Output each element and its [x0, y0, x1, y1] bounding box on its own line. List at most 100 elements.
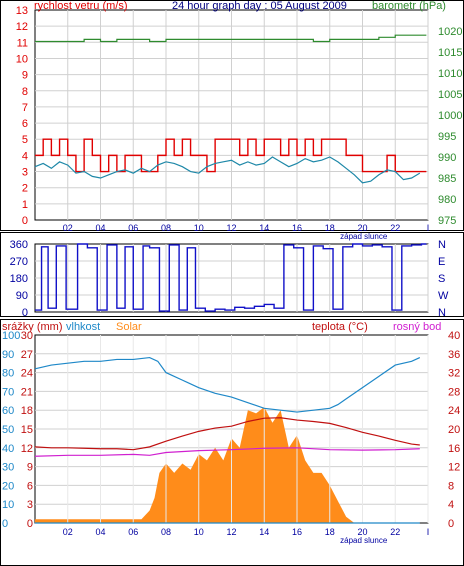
y-left-tick: 9	[22, 70, 28, 82]
y-rain-tick: 27	[21, 349, 33, 361]
chart-title: 24 hour graph day : 05 August 2009	[172, 0, 347, 12]
y-left-tick: 7	[22, 102, 28, 114]
x-tick: 20	[357, 527, 367, 537]
x-tick: 20	[357, 223, 367, 233]
y-rain-tick: 24	[21, 368, 33, 380]
y-rain-tick: 30	[21, 330, 33, 342]
y-humidity-tick: 30	[2, 462, 14, 474]
y-left-tick: 12	[16, 21, 28, 33]
rain-axis-title: srážky (mm)	[2, 321, 63, 333]
y-right-tick: 1005	[438, 89, 462, 101]
y-rain-tick: 0	[27, 518, 33, 530]
y-rain-tick: 6	[27, 480, 33, 492]
y-right-tick: 995	[438, 131, 456, 143]
y-temperature-tick: 16	[448, 443, 460, 455]
y-right-tick: 980	[438, 194, 456, 206]
x-tick: 10	[194, 527, 204, 537]
x-tick-end: I	[427, 527, 430, 537]
dewpoint-axis-title: rosný bod	[393, 321, 441, 333]
series-line-2	[35, 34, 427, 43]
solar-axis-title: Solar	[116, 321, 142, 333]
y-compass-tick: N	[438, 239, 446, 251]
x-tick: 14	[259, 223, 269, 233]
y-left-tick: 6	[22, 118, 28, 130]
y-direction-tick: 270	[10, 256, 28, 268]
y-humidity-tick: 40	[2, 443, 14, 455]
y-humidity-tick: 10	[2, 499, 14, 511]
series-line-0	[35, 138, 427, 173]
y-temperature-tick: 8	[448, 480, 454, 492]
y-right-tick: 1015	[438, 47, 462, 59]
y-direction-tick: 0	[22, 307, 28, 319]
y-right-tick: 1000	[438, 110, 462, 122]
y-compass-tick: W	[438, 290, 449, 302]
y-left-tick: 13	[16, 5, 28, 17]
y-compass-tick: N	[438, 307, 446, 319]
y-rain-tick: 12	[21, 443, 33, 455]
x-tick: 10	[194, 223, 204, 233]
x-tick: 14	[259, 527, 269, 537]
y-left-tick: 1	[22, 199, 28, 211]
y-direction-tick: 360	[10, 239, 28, 251]
x-tick: 06	[128, 527, 138, 537]
x-tick: 08	[161, 527, 171, 537]
solar-area	[35, 407, 420, 523]
y-right-tick: 975	[438, 215, 456, 227]
sunset-label: západ slunce	[340, 232, 388, 241]
y-temperature-tick: 40	[448, 330, 460, 342]
y-temperature-tick: 0	[448, 518, 454, 530]
y-left-tick: 3	[22, 167, 28, 179]
x-tick: 16	[292, 527, 302, 537]
baro-axis-title: barometr (hPa)	[372, 0, 446, 12]
y-compass-tick: E	[438, 256, 445, 268]
y-left-tick: 10	[16, 53, 28, 65]
x-tick: 08	[161, 223, 171, 233]
wind-axis-title: rychlost vetru (m/s)	[34, 0, 128, 12]
y-direction-tick: 180	[10, 273, 28, 285]
y-rain-tick: 9	[27, 462, 33, 474]
y-direction-tick: 90	[16, 290, 28, 302]
temperature-axis-title: teplota (°C)	[312, 321, 368, 333]
y-rain-tick: 18	[21, 405, 33, 417]
y-left-tick: 2	[22, 183, 28, 195]
climate-line-2	[34, 447, 420, 457]
y-rain-tick: 3	[27, 499, 33, 511]
x-tick: 06	[128, 223, 138, 233]
x-tick: 12	[226, 527, 236, 537]
direction-line	[35, 243, 427, 312]
y-humidity-tick: 90	[2, 349, 14, 361]
x-tick-end: I	[427, 223, 430, 233]
x-tick: 02	[63, 527, 73, 537]
x-tick: 04	[95, 223, 105, 233]
y-temperature-tick: 28	[448, 386, 460, 398]
x-tick: 22	[390, 527, 400, 537]
y-compass-tick: S	[438, 273, 445, 285]
y-rain-tick: 21	[21, 386, 33, 398]
x-tick: 04	[95, 527, 105, 537]
y-temperature-tick: 4	[448, 499, 454, 511]
x-tick: 22	[390, 223, 400, 233]
y-rain-tick: 15	[21, 424, 33, 436]
y-humidity-tick: 50	[2, 424, 14, 436]
y-temperature-tick: 24	[448, 405, 460, 417]
y-temperature-tick: 32	[448, 368, 460, 380]
y-humidity-tick: 0	[2, 518, 8, 530]
y-temperature-tick: 36	[448, 349, 460, 361]
y-right-tick: 990	[438, 152, 456, 164]
x-tick: 02	[63, 223, 73, 233]
y-humidity-tick: 80	[2, 368, 14, 380]
humidity-axis-title: vlhkost	[66, 321, 100, 333]
y-temperature-tick: 20	[448, 424, 460, 436]
x-tick: 18	[325, 223, 335, 233]
y-right-tick: 1010	[438, 68, 462, 80]
climate-line-1	[34, 417, 420, 451]
y-left-tick: 8	[22, 86, 28, 98]
climate-line-0	[34, 356, 421, 413]
y-humidity-tick: 100	[2, 330, 20, 342]
y-humidity-tick: 20	[2, 480, 14, 492]
y-left-tick: 0	[22, 215, 28, 227]
y-humidity-tick: 60	[2, 405, 14, 417]
x-tick: 12	[226, 223, 236, 233]
